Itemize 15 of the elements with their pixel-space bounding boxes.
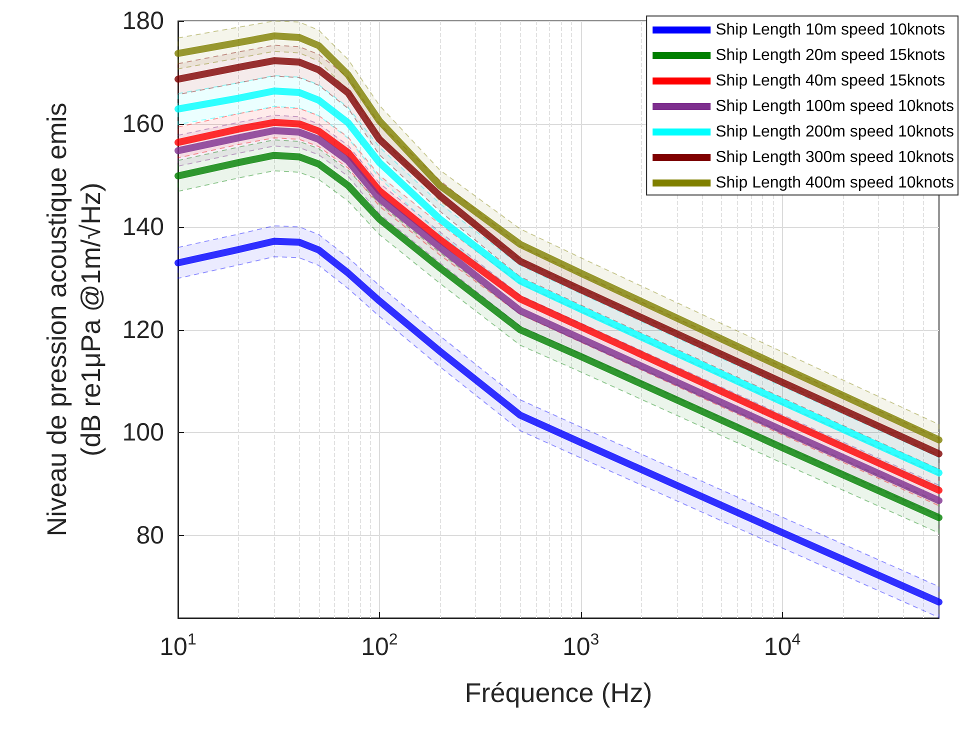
y-tick-label: 160 [122,110,164,138]
y-tick-label: 120 [122,316,164,344]
y-tick-label: 140 [122,212,164,241]
x-axis-title: Fréquence (Hz) [464,678,652,708]
legend-label: Ship Length 200m speed 10knots [716,124,954,140]
y-tick-label: 180 [122,7,164,35]
y-tick-label: 80 [136,522,164,550]
y-axis-title: Niveau de pression acoustique emis (dB re1μPa @1m/√Hz) [42,102,106,536]
y-tick-label: 100 [122,418,164,447]
legend-label: Ship Length 40m speed 15knots [716,72,946,90]
legend-label: Ship Length 300m speed 10knots [716,149,954,166]
legend-label: Ship Length 20m speed 15knots [716,47,946,64]
legend-label: Ship Length 400m speed 10knots [716,174,954,192]
legend-label: Ship Length 10m speed 10knots [716,22,946,38]
legend-label: Ship Length 100m speed 10knots [716,98,954,115]
